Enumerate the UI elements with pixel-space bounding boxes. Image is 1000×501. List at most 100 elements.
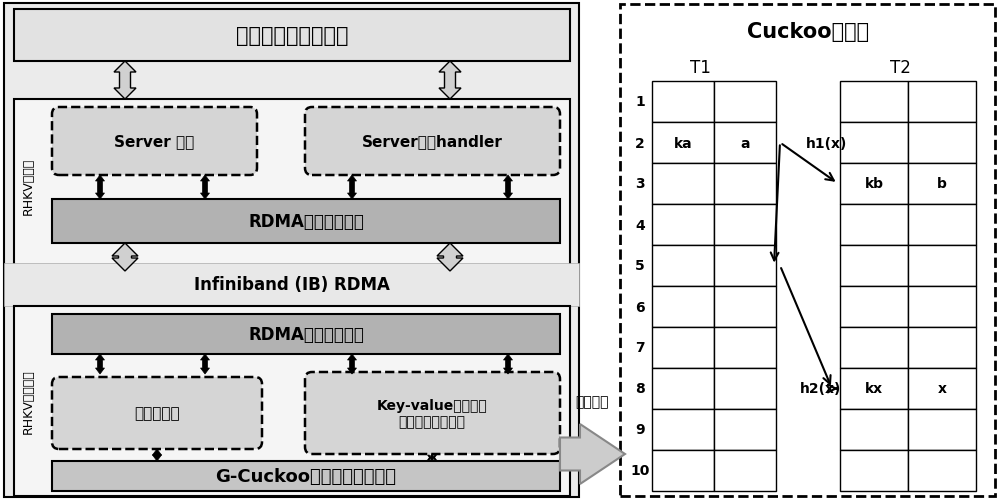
Text: 模式管理器: 模式管理器: [134, 406, 180, 421]
Bar: [52, 199, 560, 243]
Text: 6: 6: [635, 300, 645, 314]
Bar: [908, 368, 976, 409]
Text: 5: 5: [635, 259, 645, 273]
Bar: [714, 450, 776, 491]
Text: Cuckoo哈希表: Cuckoo哈希表: [747, 22, 869, 42]
Text: RDMA网络通信引擎: RDMA网络通信引擎: [248, 325, 364, 343]
Text: x: x: [938, 382, 946, 396]
Polygon shape: [114, 62, 136, 100]
Polygon shape: [437, 243, 463, 272]
Polygon shape: [504, 176, 512, 199]
Bar: [840, 164, 908, 204]
Polygon shape: [152, 449, 162, 461]
Polygon shape: [560, 424, 625, 484]
Bar: [840, 287, 908, 327]
Bar: [714, 368, 776, 409]
Bar: [840, 204, 908, 245]
Polygon shape: [348, 354, 356, 374]
Text: T2: T2: [890, 59, 910, 77]
Text: 10: 10: [630, 463, 650, 477]
Text: h1(x): h1(x): [806, 136, 847, 150]
Text: b: b: [937, 177, 947, 191]
Bar: [652, 368, 714, 409]
Bar: [908, 450, 976, 491]
Text: Server响应handler: Server响应handler: [362, 134, 502, 149]
Text: 7: 7: [635, 341, 645, 355]
Polygon shape: [200, 354, 210, 374]
Text: Infiniband (IB) RDMA: Infiniband (IB) RDMA: [194, 276, 390, 294]
Text: 数据结构: 数据结构: [575, 394, 609, 408]
Bar: [652, 287, 714, 327]
Bar: [908, 327, 976, 368]
Text: 内存数据密集型应用: 内存数据密集型应用: [236, 26, 348, 46]
Bar: [14, 307, 570, 496]
Text: 1: 1: [635, 95, 645, 109]
Bar: [714, 82, 776, 123]
Polygon shape: [96, 176, 104, 199]
Bar: [652, 327, 714, 368]
Bar: [14, 100, 570, 272]
FancyBboxPatch shape: [52, 377, 262, 449]
FancyBboxPatch shape: [305, 372, 560, 454]
Text: RHKV服务器端: RHKV服务器端: [22, 369, 34, 433]
Bar: [908, 245, 976, 287]
Bar: [908, 164, 976, 204]
Text: 3: 3: [635, 177, 645, 191]
Bar: [908, 287, 976, 327]
Bar: [908, 204, 976, 245]
Text: kx: kx: [865, 382, 883, 396]
Text: a: a: [740, 136, 750, 150]
Text: G-Cuckoo哈希数据管理模式: G-Cuckoo哈希数据管理模式: [216, 467, 396, 485]
Text: ka: ka: [674, 136, 692, 150]
Bar: [908, 82, 976, 123]
Polygon shape: [96, 354, 104, 374]
Polygon shape: [200, 176, 210, 199]
Polygon shape: [504, 354, 512, 374]
Text: RDMA网络通信引擎: RDMA网络通信引擎: [248, 212, 364, 230]
Text: 9: 9: [635, 423, 645, 437]
Bar: [714, 287, 776, 327]
Bar: [4, 264, 579, 307]
FancyBboxPatch shape: [305, 108, 560, 176]
Bar: [652, 123, 714, 164]
Bar: [840, 123, 908, 164]
Text: 8: 8: [635, 382, 645, 396]
Bar: [840, 327, 908, 368]
Text: 4: 4: [635, 218, 645, 232]
Text: kb: kb: [864, 177, 884, 191]
Bar: [840, 368, 908, 409]
Polygon shape: [112, 243, 138, 272]
Polygon shape: [428, 454, 436, 461]
Text: T1: T1: [690, 59, 710, 77]
Bar: [652, 245, 714, 287]
Bar: [714, 409, 776, 450]
Polygon shape: [439, 62, 461, 100]
Polygon shape: [348, 176, 356, 199]
Bar: [652, 164, 714, 204]
Bar: [840, 450, 908, 491]
Bar: [908, 123, 976, 164]
Bar: [4, 4, 579, 497]
Text: 2: 2: [635, 136, 645, 150]
Text: h2(x): h2(x): [800, 382, 841, 396]
Bar: [714, 204, 776, 245]
Bar: [14, 10, 570, 62]
Bar: [620, 5, 995, 496]
Bar: [908, 409, 976, 450]
Bar: [714, 327, 776, 368]
Bar: [652, 204, 714, 245]
Bar: [52, 461, 560, 491]
Bar: [652, 450, 714, 491]
Text: Key-value键值对数
据查找、更新，等: Key-value键值对数 据查找、更新，等: [377, 398, 487, 428]
Bar: [714, 245, 776, 287]
Bar: [52, 314, 560, 354]
Bar: [714, 164, 776, 204]
Bar: [840, 409, 908, 450]
Bar: [840, 245, 908, 287]
Bar: [840, 82, 908, 123]
Text: RHKV客户端: RHKV客户端: [22, 157, 34, 214]
Bar: [652, 82, 714, 123]
Bar: [652, 409, 714, 450]
Text: Server 信息: Server 信息: [114, 134, 194, 149]
FancyBboxPatch shape: [52, 108, 257, 176]
